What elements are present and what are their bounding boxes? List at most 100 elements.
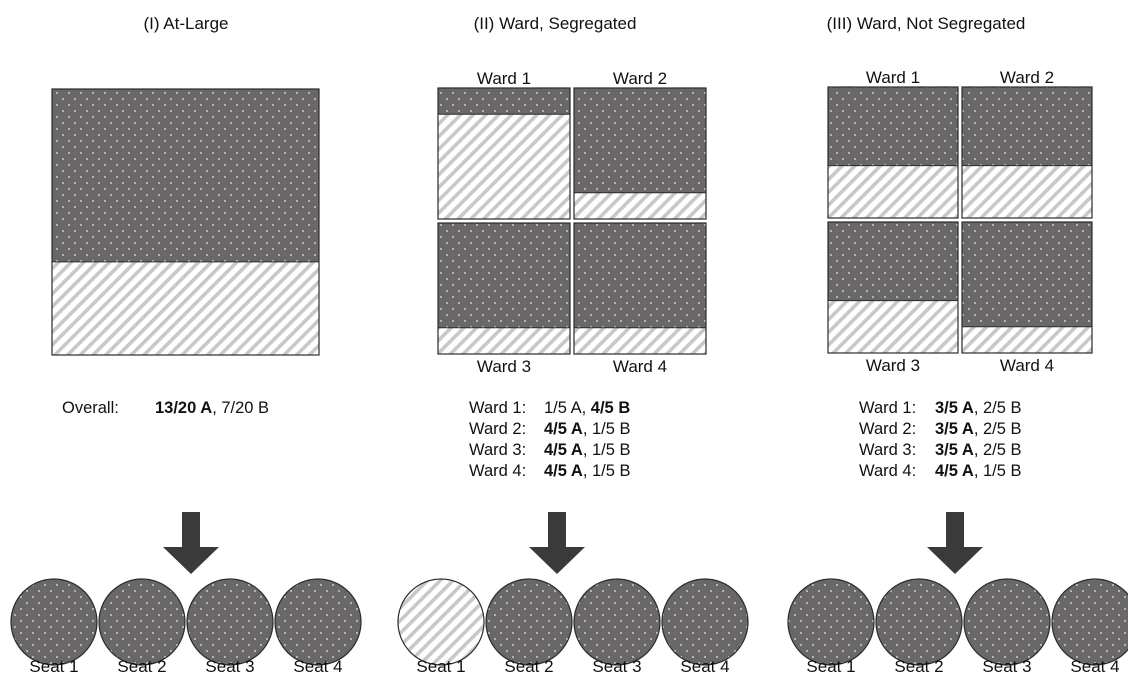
ward-area-b	[574, 327, 706, 354]
ward-label: Ward 2	[613, 69, 667, 88]
seat-label: Seat 2	[894, 657, 943, 676]
ward-label: Ward 2	[1000, 68, 1054, 87]
seat-3-circle	[573, 578, 661, 666]
panel-title: (II) Ward, Segregated	[474, 14, 637, 33]
panel-3: (III) Ward, Not Segregated Ward 1 Ward 2 Wa…	[787, 14, 1128, 676]
panel-1: (I) At-Large Overall: 13/20 A, 7/20 B Seat …	[10, 14, 362, 676]
seat-1-circle	[10, 578, 98, 666]
seat-label: Seat 3	[982, 657, 1031, 676]
area-border	[573, 222, 707, 355]
value-b: 1/5 B	[592, 441, 631, 459]
seat-1-circle	[787, 578, 875, 666]
summary-values: 4/5 A, 1/5 B	[935, 462, 1022, 480]
seat-label: Seat 3	[592, 657, 641, 676]
area-border	[961, 86, 1093, 219]
seat-label: Seat 4	[293, 657, 342, 676]
ward-area-b	[574, 192, 706, 219]
summary-label: Ward 2:	[469, 420, 526, 438]
ward-4-box	[573, 222, 707, 355]
panel-title: (I) At-Large	[143, 14, 228, 33]
seat-3-circle	[963, 578, 1051, 666]
ward-area-a	[828, 87, 958, 166]
ward-3-box	[827, 221, 959, 354]
seat-label: Seat 2	[504, 657, 553, 676]
area-border	[437, 222, 571, 355]
area-border	[573, 87, 707, 220]
summary-label: Ward 2:	[859, 420, 916, 438]
area-border	[51, 88, 320, 356]
summary-values: 4/5 A, 1/5 B	[544, 441, 631, 459]
ward-area-a	[828, 222, 958, 301]
value-b: 4/5 B	[591, 399, 631, 417]
summary-label: Ward 4:	[859, 462, 916, 480]
seat-4-circle	[661, 578, 749, 666]
summary-values: 3/5 A, 2/5 B	[935, 441, 1022, 459]
value-a: 13/20 A	[155, 399, 212, 417]
value-a: 4/5 A	[544, 462, 583, 480]
ward-area-a	[962, 222, 1092, 327]
seat-4-circle	[274, 578, 362, 666]
ward-area-a	[438, 88, 570, 115]
ward-area-a	[574, 223, 706, 328]
seat-label: Seat 2	[117, 657, 166, 676]
value-b: 1/5 B	[983, 462, 1022, 480]
down-arrow-icon	[927, 512, 983, 574]
summary-values: 4/5 A, 1/5 B	[544, 462, 631, 480]
value-b: 7/20 B	[221, 399, 269, 417]
summary-label: Ward 3:	[469, 441, 526, 459]
ward-2-box	[573, 87, 707, 220]
seat-2-circle	[485, 578, 573, 666]
value-a: 1/5 A	[544, 399, 582, 417]
ward-label: Ward 3	[866, 356, 920, 375]
summary-values: 1/5 A, 4/5 B	[544, 399, 630, 417]
ward-3-box	[437, 222, 571, 355]
area-border	[827, 221, 959, 354]
separator: ,	[212, 399, 221, 417]
separator: ,	[583, 420, 592, 438]
ward-area-b	[438, 114, 570, 219]
value-b: 2/5 B	[983, 441, 1022, 459]
seat-label: Seat 3	[205, 657, 254, 676]
ward-area-b	[962, 165, 1092, 218]
summary-label: Ward 1:	[859, 399, 916, 417]
ward-label: Ward 1	[477, 69, 531, 88]
area-border	[961, 221, 1093, 354]
ward-area-b	[828, 300, 958, 353]
value-b: 2/5 B	[983, 399, 1022, 417]
seat-label: Seat 1	[806, 657, 855, 676]
summary-values: 13/20 A, 7/20 B	[155, 399, 269, 417]
down-arrow-icon	[163, 512, 219, 574]
separator: ,	[974, 420, 983, 438]
summary-label: Overall:	[62, 399, 119, 417]
separator: ,	[583, 462, 592, 480]
at-large-area-b	[52, 261, 319, 355]
summary-label: Ward 3:	[859, 441, 916, 459]
at-large-area-a	[52, 89, 319, 262]
ward-area-a	[962, 87, 1092, 166]
seat-label: Seat 4	[680, 657, 729, 676]
summary-label: Ward 1:	[469, 399, 526, 417]
value-a: 3/5 A	[935, 441, 974, 459]
value-a: 4/5 A	[544, 420, 583, 438]
panel-title: (III) Ward, Not Segregated	[827, 14, 1026, 33]
ward-area-a	[438, 223, 570, 328]
separator: ,	[974, 441, 983, 459]
value-a: 4/5 A	[935, 462, 974, 480]
value-b: 1/5 B	[592, 420, 631, 438]
seat-2-circle	[98, 578, 186, 666]
seat-4-circle	[1051, 578, 1128, 666]
ward-label: Ward 4	[1000, 356, 1054, 375]
panel-2: (II) Ward, Segregated Ward 1 Ward 2 Ward 3 W…	[397, 14, 749, 676]
value-b: 1/5 B	[592, 462, 631, 480]
value-b: 2/5 B	[983, 420, 1022, 438]
ward-4-box	[961, 221, 1093, 354]
ward-label: Ward 4	[613, 357, 667, 376]
separator: ,	[974, 399, 983, 417]
area-border	[827, 86, 959, 219]
value-a: 3/5 A	[935, 420, 974, 438]
ward-2-box	[961, 86, 1093, 219]
ward-area-b	[828, 165, 958, 218]
ward-label: Ward 1	[866, 68, 920, 87]
summary-values: 4/5 A, 1/5 B	[544, 420, 631, 438]
ward-1-box	[437, 87, 571, 220]
